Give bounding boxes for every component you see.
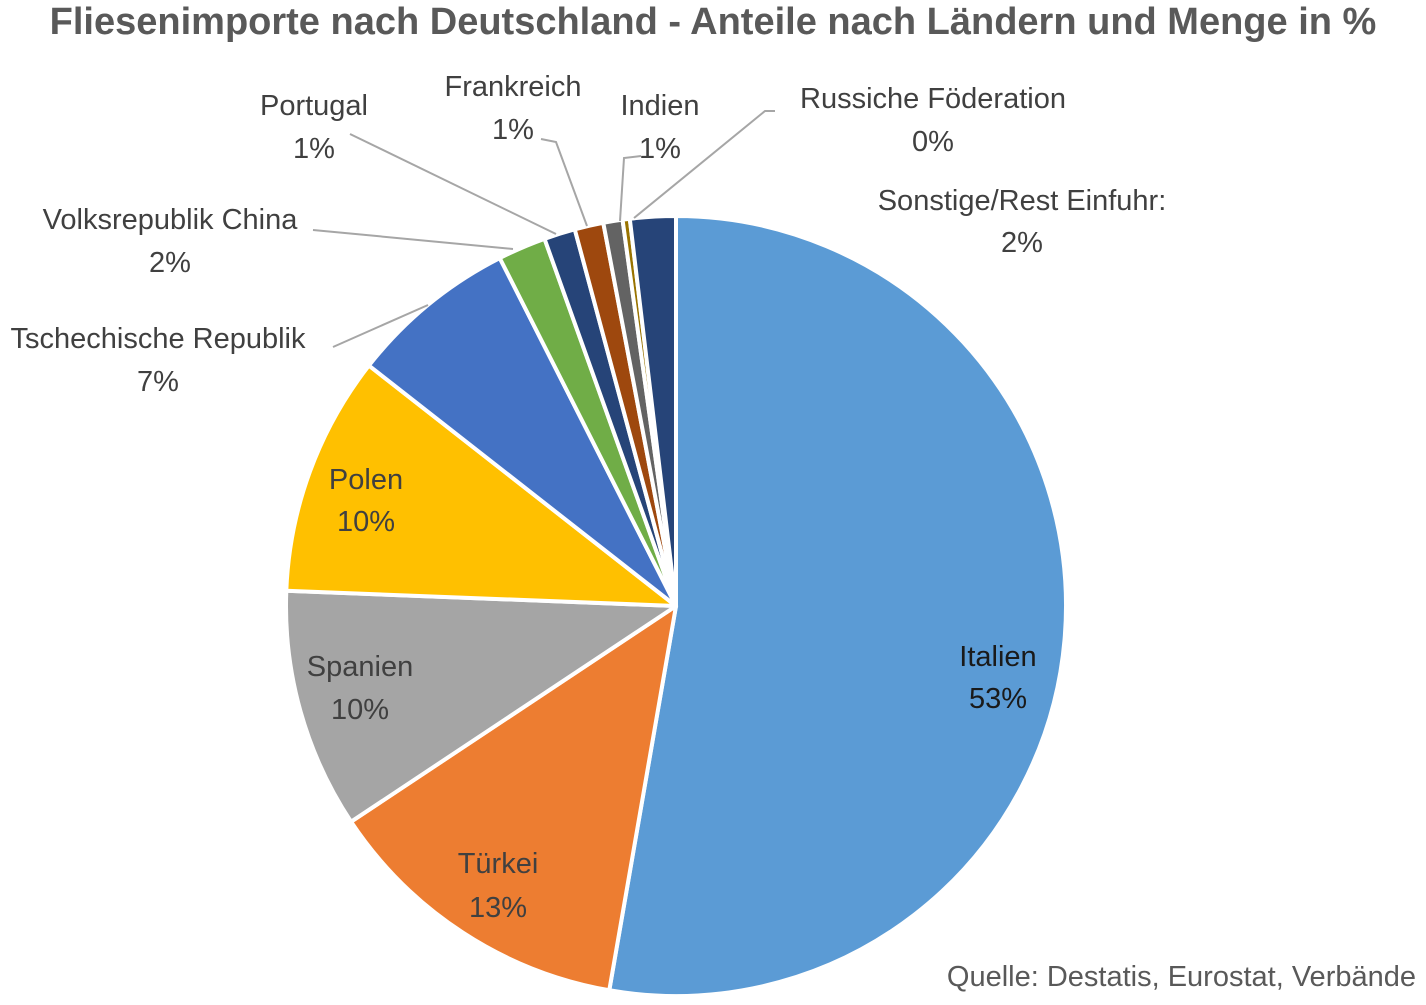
- slice-value-11: 2%: [1001, 227, 1043, 259]
- leader-line-10: [633, 110, 775, 219]
- pie-slice-11: [627, 214, 678, 608]
- leader-line-6: [312, 229, 514, 250]
- pie-slice-3: [284, 588, 678, 824]
- slice-label-4: Polen: [329, 464, 403, 496]
- slice-value-9: 1%: [639, 133, 681, 165]
- slice-label-1: Italien: [959, 641, 1036, 673]
- slice-value-3: 10%: [331, 694, 389, 726]
- leader-line-7: [349, 133, 557, 235]
- pie-slices: [284, 214, 1068, 998]
- leader-line-8: [540, 138, 588, 227]
- slice-value-8: 1%: [492, 114, 534, 146]
- slice-value-7: 1%: [293, 133, 335, 165]
- slice-value-1: 53%: [969, 683, 1027, 715]
- slice-value-6: 2%: [149, 247, 191, 279]
- slice-label-9: Indien: [620, 90, 699, 122]
- slice-label-2: Türkei: [458, 848, 539, 880]
- slice-label-5: Tschechische Republik: [11, 323, 306, 355]
- slice-value-5: 7%: [137, 366, 179, 398]
- leader-lines: [312, 110, 775, 348]
- leader-line-5: [332, 304, 429, 348]
- pie-slice-2: [349, 604, 678, 993]
- slice-label-10: Russiche Föderation: [800, 83, 1066, 115]
- slice-label-11: Sonstige/Rest Einfuhr:: [878, 185, 1167, 217]
- slice-value-2: 13%: [469, 892, 527, 924]
- pie-slice-1: [607, 214, 1068, 998]
- slice-label-6: Volksrepublik China: [43, 204, 299, 236]
- slice-label-3: Spanien: [307, 651, 413, 683]
- slice-label-7: Portugal: [260, 90, 368, 122]
- slice-value-4: 10%: [337, 506, 395, 538]
- slice-label-8: Frankreich: [445, 71, 582, 103]
- pie-slice-5: [366, 256, 678, 608]
- source-note: Quelle: Destatis, Eurostat, Verbände: [947, 961, 1416, 993]
- chart-title: Fliesenimporte nach Deutschland - Anteil…: [50, 1, 1377, 43]
- pie-slice-4: [284, 363, 678, 608]
- leader-line-9: [619, 155, 642, 222]
- slice-value-10: 0%: [912, 126, 954, 158]
- slice-labels: Italien 53% Türkei 13% Spanien 10% Polen 10% Tsc…: [11, 71, 1167, 924]
